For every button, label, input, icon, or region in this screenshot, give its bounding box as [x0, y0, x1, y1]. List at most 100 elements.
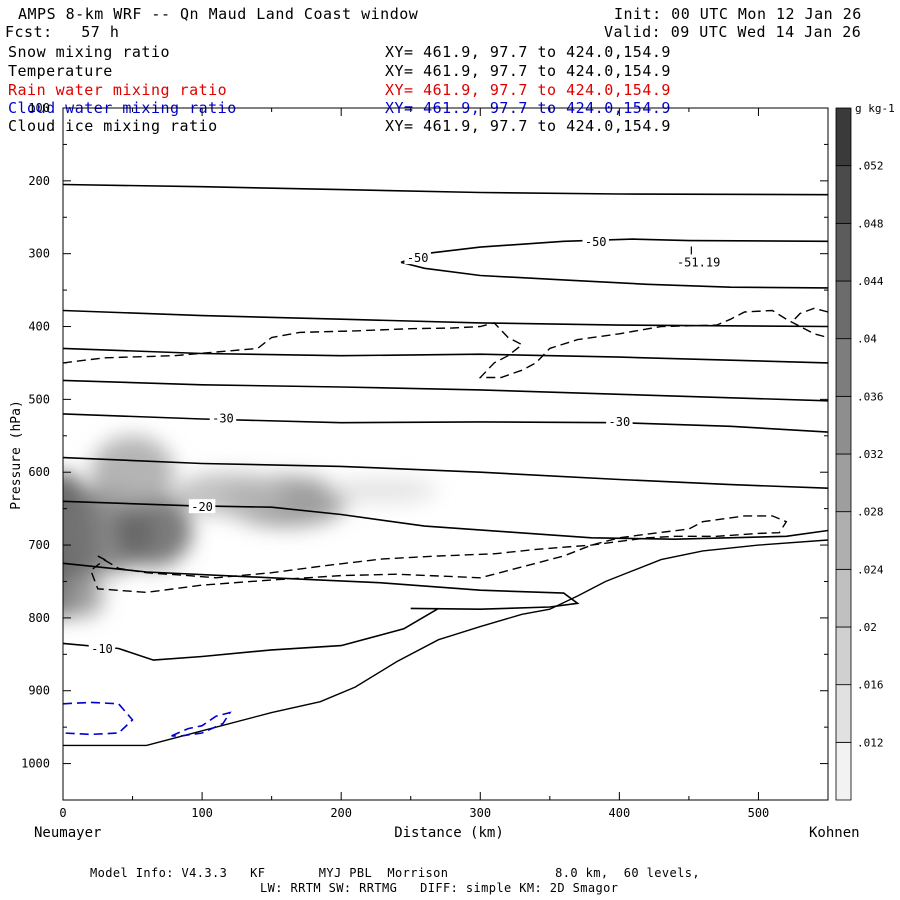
- contour-label-bg-0: [404, 250, 431, 265]
- snow-shading: [63, 435, 439, 618]
- isotherm-6: [63, 413, 828, 433]
- colorbar-cell-11: [835, 107, 852, 167]
- contour-label-bg-4: [188, 499, 216, 514]
- contour-label-3: -30: [609, 415, 631, 429]
- x-tick-label-4: 400: [609, 806, 631, 820]
- contour-label-bg-2: [209, 410, 237, 425]
- colorbar-cell-8: [835, 280, 852, 340]
- forecast-hour: Fcst: 57 h: [5, 23, 120, 41]
- isotherm-0: [63, 183, 828, 196]
- contour-label-bg-5: [88, 641, 116, 656]
- legend-rain-xy: XY= 461.9, 97.7 to 424.0,154.9: [385, 81, 671, 99]
- colorbar-label-4: .028: [857, 506, 884, 519]
- contour-label-1: -50: [585, 235, 607, 249]
- x-end-label-left: Neumayer: [34, 825, 101, 841]
- colorbar-label-2: .02: [857, 621, 877, 634]
- contour-label-5: -10: [91, 642, 113, 656]
- colorbar-label-7: .04: [857, 333, 877, 346]
- x-tick-label-0: 0: [59, 806, 66, 820]
- colorbar-cell-1: [835, 684, 852, 743]
- colorbar-cell-2: [835, 626, 852, 686]
- colorbar-label-8: .044: [857, 275, 884, 288]
- footer-model-info: Model Info: V4.3.3 KF MYJ PBL Morrison 8…: [90, 866, 700, 880]
- terrain-line: [63, 539, 828, 747]
- colorbar-label-1: .016: [857, 679, 884, 692]
- isotherm-1: [400, 238, 828, 264]
- y-tick-label-6: 700: [28, 538, 50, 552]
- y-tick-label-7: 800: [28, 611, 50, 625]
- colorbar: .012 .016 .02 .024 .028 .032 .036 .04 .044 .048 .0…: [835, 102, 895, 801]
- legend-cloudice-label: Cloud ice mixing ratio: [8, 117, 218, 135]
- colorbar-label-10: .052: [857, 160, 884, 173]
- colorbar-cell-4: [835, 511, 852, 570]
- legend-rain-label: Rain water mixing ratio: [8, 81, 228, 99]
- plot-frame: [62, 107, 829, 801]
- x-tick-label-5: 500: [748, 806, 770, 820]
- colorbar-cell-10: [835, 165, 852, 224]
- footer-physics-info: LW: RRTM SW: RRTMG DIFF: simple KM: 2D S…: [260, 881, 619, 895]
- contour-label-2: -30: [212, 411, 234, 425]
- snow-blob-3: [90, 435, 175, 509]
- y-tick-label-1: 200: [28, 174, 50, 188]
- contour-labels: -50 -50 -30 -30 -20 -10 L-51.19: [88, 234, 724, 656]
- y-tick-label-3: 400: [28, 320, 50, 334]
- legend-cloudice-xy: XY= 461.9, 97.7 to 424.0,154.9: [385, 117, 671, 135]
- isotherm-7: [63, 456, 828, 489]
- colorbar-cell-0: [835, 741, 852, 801]
- colorbar-label-3: .024: [857, 563, 884, 576]
- valid-time: Valid: 09 UTC Wed 14 Jan 26: [604, 23, 862, 41]
- colorbar-cell-5: [835, 453, 852, 513]
- legend-temperature-label: Temperature: [8, 62, 113, 80]
- mixing-ratio-contours: [63, 307, 828, 737]
- x-axis-label: Distance (km): [394, 825, 504, 841]
- snow-blob-6: [327, 477, 439, 504]
- cloudwater-contour-1: [171, 711, 232, 737]
- cloudice-contour-1: [792, 307, 828, 322]
- isotherm-3: [63, 309, 828, 328]
- contour-label-bg-1: [582, 234, 609, 249]
- x-tick-label-2: 200: [330, 806, 352, 820]
- colorbar-unit: g kg-1: [855, 102, 895, 115]
- cloudice-contour-0: [63, 309, 828, 379]
- legend-temperature-xy: XY= 461.9, 97.7 to 424.0,154.9: [385, 62, 671, 80]
- y-tick-label-0: 100: [28, 101, 50, 115]
- y-axis-label: Pressure (hPa): [9, 400, 24, 510]
- y-tick-label-5: 600: [28, 465, 50, 479]
- isotherm-10: [63, 607, 439, 661]
- cloudwater-contour-0: [63, 701, 134, 736]
- snow-blob-7: [63, 574, 105, 618]
- legend-snow-xy: XY= 461.9, 97.7 to 424.0,154.9: [385, 43, 671, 61]
- colorbar-cell-6: [835, 395, 852, 455]
- colorbar-cell-9: [835, 222, 852, 282]
- init-time: Init: 00 UTC Mon 12 Jan 26: [614, 5, 862, 23]
- contour-label-6: L: [689, 244, 696, 258]
- colorbar-label-0: .012: [857, 736, 884, 749]
- colorbar-label-5: .032: [857, 448, 884, 461]
- x-tick-label-3: 300: [469, 806, 491, 820]
- isotherm-9: [63, 562, 580, 611]
- contour-label-0: -50: [407, 251, 429, 265]
- axes: 0 100 200 300 400 500 100 200 300 400 500 600 700 800…: [21, 101, 828, 820]
- y-tick-label-8: 900: [28, 684, 50, 698]
- y-tick-label-4: 500: [28, 392, 50, 406]
- cloudice-contour-2: [89, 515, 788, 594]
- legend-snow-label: Snow mixing ratio: [8, 43, 171, 61]
- isotherm-2: [400, 261, 828, 289]
- colorbar-cell-7: [835, 338, 852, 397]
- snow-blob-2: [114, 494, 193, 567]
- temperature-contours: [63, 183, 828, 747]
- colorbar-label-9: .048: [857, 217, 884, 230]
- x-end-label-right: Kohnen: [809, 825, 860, 841]
- contour-label-bg-6: [687, 243, 699, 258]
- isotherm-8: [63, 500, 828, 541]
- colorbar-label-6: .036: [857, 390, 884, 403]
- isotherm-4: [63, 347, 828, 364]
- contour-label-bg-7: [674, 254, 724, 269]
- x-tick-label-1: 100: [191, 806, 213, 820]
- chart-title: AMPS 8-km WRF -- Qn Maud Land Coast wind…: [18, 5, 419, 23]
- y-tick-label-2: 300: [28, 247, 50, 261]
- y-tick-label-9: 1000: [21, 757, 50, 771]
- isotherm-5: [63, 379, 828, 402]
- colorbar-cell-3: [835, 568, 852, 628]
